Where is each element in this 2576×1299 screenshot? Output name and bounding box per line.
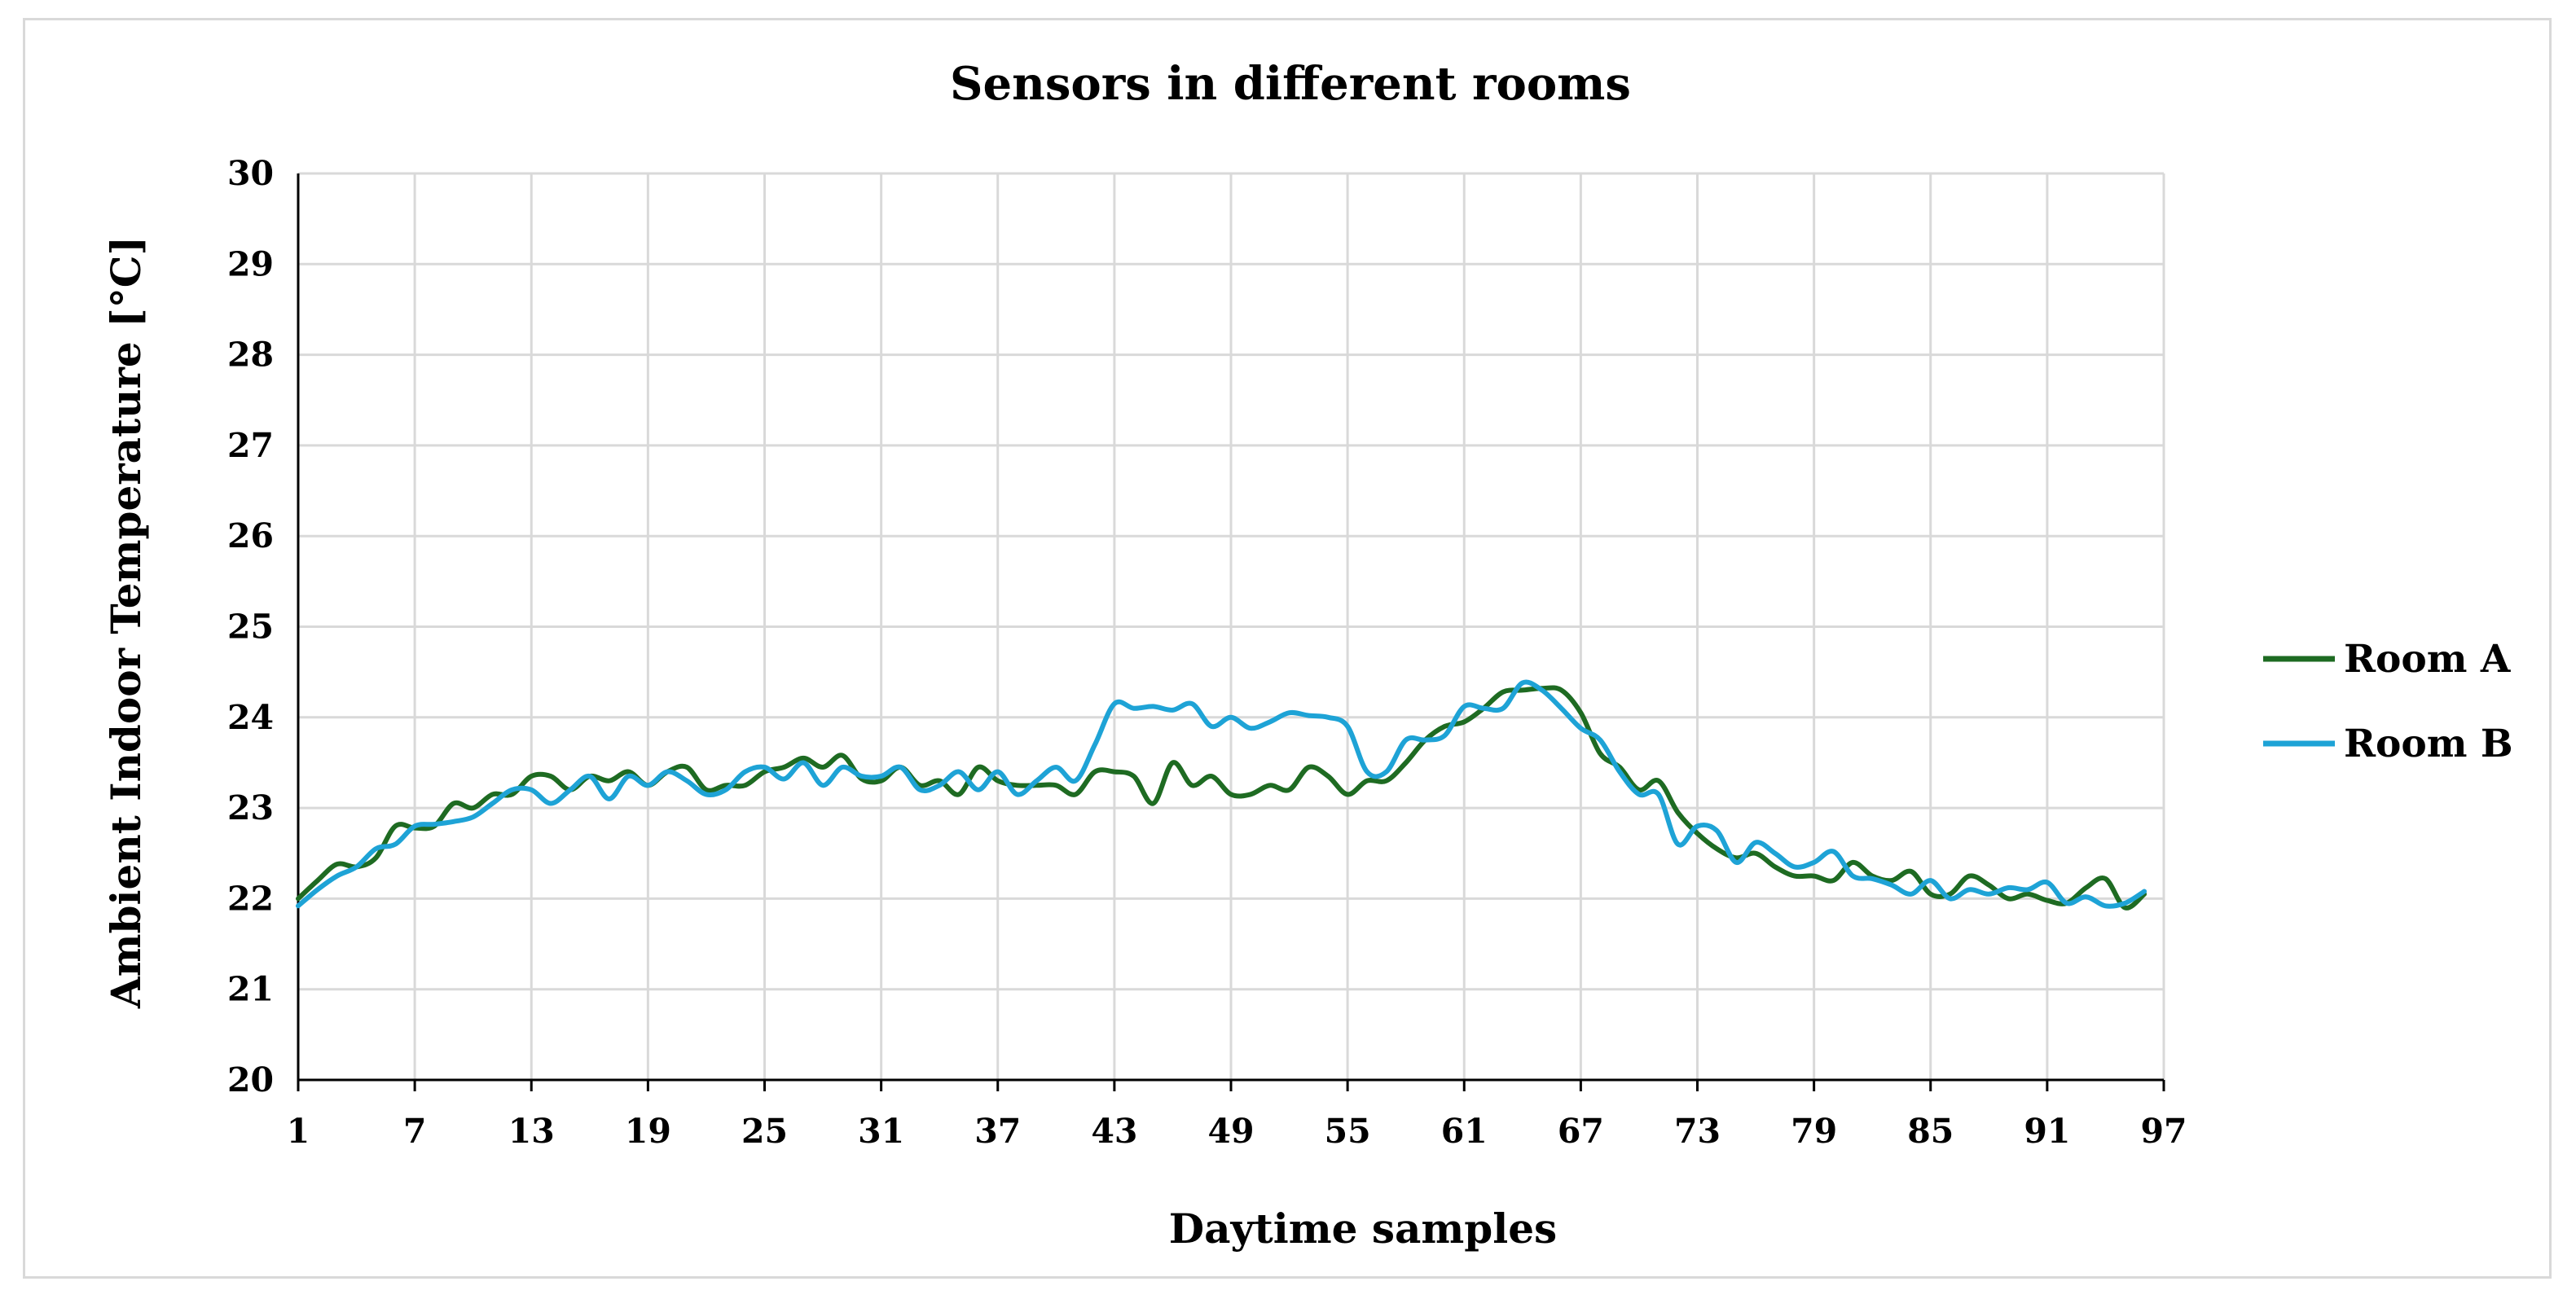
y-tick-label: 23	[227, 788, 274, 827]
legend-label-room-a: Room A	[2344, 637, 2511, 682]
y-tick-label: 26	[227, 516, 274, 555]
chart-frame	[23, 18, 2552, 1279]
x-tick-label: 7	[403, 1112, 427, 1151]
y-tick-label: 21	[227, 970, 274, 1009]
series-line-room-a	[296, 685, 2147, 911]
x-tick-label: 31	[858, 1112, 904, 1151]
x-tick-label: 1	[287, 1112, 310, 1151]
y-tick-label: 30	[227, 154, 274, 193]
x-tick-label: 79	[1791, 1112, 1837, 1151]
x-tick-label: 13	[508, 1112, 555, 1151]
y-tick-label: 28	[227, 336, 274, 375]
x-tick-labels: 1 7 13 19 25 31 37 43 49 55 61 67 73 79 85 91 97	[287, 1112, 2187, 1151]
x-tick-label: 85	[1907, 1112, 1954, 1151]
x-tick-label: 91	[2024, 1112, 2070, 1151]
x-tick-label: 73	[1674, 1112, 1721, 1151]
x-tick-label: 61	[1441, 1112, 1488, 1151]
y-tick-label: 20	[227, 1060, 274, 1099]
x-tick-label: 19	[625, 1112, 671, 1151]
y-tick-labels: 20 21 22 23 24 25 26 27 28 29 30	[227, 154, 274, 1099]
x-tick-label: 43	[1091, 1112, 1137, 1151]
axes	[297, 173, 2165, 1091]
y-tick-label: 22	[227, 879, 274, 918]
y-axis-title: Ambient Indoor Temperature [°C]	[102, 236, 150, 1009]
y-tick-label: 24	[227, 698, 274, 737]
series-line-room-b	[296, 679, 2147, 909]
legend-label-room-b: Room B	[2344, 722, 2513, 766]
series-lines	[296, 679, 2147, 911]
x-tick-label: 49	[1207, 1112, 1254, 1151]
x-tick-label: 97	[2140, 1112, 2187, 1151]
x-tick-label: 55	[1325, 1112, 1371, 1151]
legend: Room A Room B	[2263, 637, 2513, 766]
x-tick-label: 37	[974, 1112, 1021, 1151]
y-tick-label: 29	[227, 244, 274, 283]
chart-title: Sensors in different rooms	[950, 57, 1631, 111]
y-tick-label: 27	[227, 426, 274, 465]
gridlines	[298, 172, 2165, 1080]
x-tick-label: 25	[741, 1112, 788, 1151]
x-tick-label: 67	[1558, 1112, 1604, 1151]
x-axis-title: Daytime samples	[1169, 1205, 1557, 1253]
y-tick-label: 25	[227, 608, 274, 647]
